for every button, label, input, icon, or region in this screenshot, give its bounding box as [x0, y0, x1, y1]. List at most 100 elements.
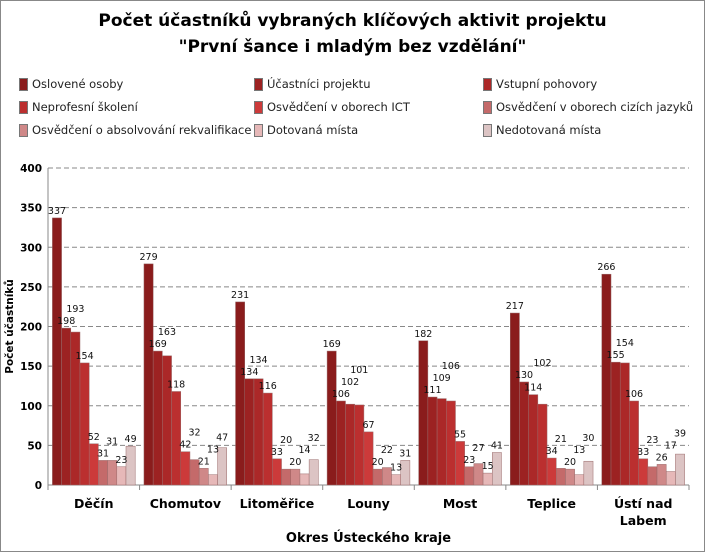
data-label: 337: [48, 206, 66, 217]
data-label: 41: [491, 441, 503, 452]
legend-swatch: [19, 100, 28, 114]
data-label: 14: [298, 445, 310, 456]
bar: [345, 403, 355, 486]
y-tick-label: 100: [20, 401, 42, 413]
legend-label: Dotovaná místa: [267, 123, 359, 137]
bar: [217, 447, 228, 486]
legend-swatch: [19, 77, 28, 91]
data-label: 102: [341, 377, 359, 388]
bar: [299, 473, 310, 486]
bar: [446, 400, 456, 486]
data-label: 42: [179, 440, 191, 451]
x-category-label: Ústí nad: [614, 496, 672, 511]
data-label: 23: [646, 435, 658, 446]
data-label: 23: [115, 455, 127, 466]
legend-item: Dotovaná místa: [254, 123, 358, 137]
bar: [354, 404, 365, 486]
legend-item: Osvědčení o absolvování rekvalifikace: [19, 123, 251, 137]
bar: [326, 350, 337, 486]
bar: [555, 468, 566, 486]
data-label: 26: [656, 452, 668, 463]
data-label: 13: [207, 444, 219, 455]
bar: [574, 474, 585, 486]
legend-swatch: [254, 123, 263, 137]
data-label: 15: [482, 461, 494, 472]
legend-item: Oslovené osoby: [19, 77, 123, 91]
data-label: 279: [139, 252, 157, 263]
bar: [675, 453, 685, 486]
data-label: 106: [625, 389, 643, 400]
x-category-label: Teplice: [527, 496, 576, 511]
bar: [98, 460, 108, 486]
legend-label: Účastníci projektu: [267, 77, 371, 91]
bar: [52, 217, 62, 486]
bar: [647, 466, 658, 486]
legend-label: Osvědčení v oborech cizích jazyků: [496, 100, 694, 114]
data-label: 155: [607, 350, 625, 361]
data-label: 114: [524, 383, 542, 394]
data-label: 134: [240, 367, 258, 378]
bar: [418, 340, 429, 486]
legend-item: Vstupní pohovory: [483, 77, 597, 91]
legend-label: Nedotovaná místa: [496, 123, 602, 137]
data-label: 102: [533, 358, 551, 369]
data-label: 33: [637, 447, 649, 458]
data-label: 27: [472, 443, 484, 454]
data-label: 52: [88, 432, 100, 443]
data-label: 154: [76, 351, 94, 362]
data-label: 32: [189, 428, 201, 439]
x-category-label: Litoměřice: [240, 496, 315, 511]
bar: [528, 394, 539, 486]
bar: [363, 431, 374, 486]
data-label: 47: [216, 432, 228, 443]
bar: [372, 468, 383, 486]
bar: [455, 441, 465, 486]
bar: [464, 466, 475, 486]
bar: [198, 468, 209, 486]
legend-swatch: [19, 123, 28, 137]
data-label: 169: [323, 339, 341, 350]
bar: [253, 378, 264, 486]
bar: [400, 460, 411, 486]
x-category-label: Louny: [347, 496, 390, 511]
legend-item: Nedotovaná místa: [483, 123, 601, 137]
data-label: 31: [106, 436, 118, 447]
bar: [79, 362, 90, 486]
data-label: 49: [125, 434, 137, 445]
bar: [272, 458, 282, 486]
data-label: 21: [555, 434, 567, 445]
data-label: 22: [381, 445, 393, 456]
bar: [601, 273, 612, 486]
bar: [619, 362, 630, 486]
chart-title-line-1: Počet účastníků vybraných klíčových akti…: [98, 11, 607, 31]
legend-item: Účastníci projektu: [254, 77, 370, 91]
x-category-label: Děčín: [74, 496, 113, 511]
bar: [492, 452, 502, 486]
data-label: 169: [149, 339, 167, 350]
bar: [143, 263, 154, 486]
legend-label: Osvědčení o absolvování rekvalifikace: [32, 123, 252, 137]
y-axis-title: Počet účastníků: [3, 279, 16, 374]
bar: [235, 301, 245, 486]
x-axis-title: Okres Ústeckého kraje: [286, 530, 451, 546]
data-label: 163: [158, 327, 176, 338]
bar: [565, 468, 575, 486]
legend-swatch: [483, 123, 492, 137]
bar: [583, 460, 594, 486]
bar: [125, 445, 136, 486]
x-category-label: Most: [443, 496, 477, 511]
bar: [638, 458, 649, 486]
y-tick-label: 300: [20, 242, 42, 254]
bar: [509, 312, 520, 486]
data-label: 116: [259, 381, 277, 392]
legend-label: Neprofesní školení: [32, 100, 138, 114]
bar: [665, 471, 676, 486]
data-label: 101: [350, 365, 368, 376]
data-label: 231: [231, 290, 249, 301]
legend-swatch: [483, 100, 492, 114]
data-label: 266: [597, 262, 615, 273]
y-tick-label: 50: [27, 440, 42, 452]
y-tick-label: 150: [20, 361, 42, 373]
legend-label: Osvědčení v oborech ICT: [267, 100, 410, 114]
bar: [546, 457, 557, 486]
